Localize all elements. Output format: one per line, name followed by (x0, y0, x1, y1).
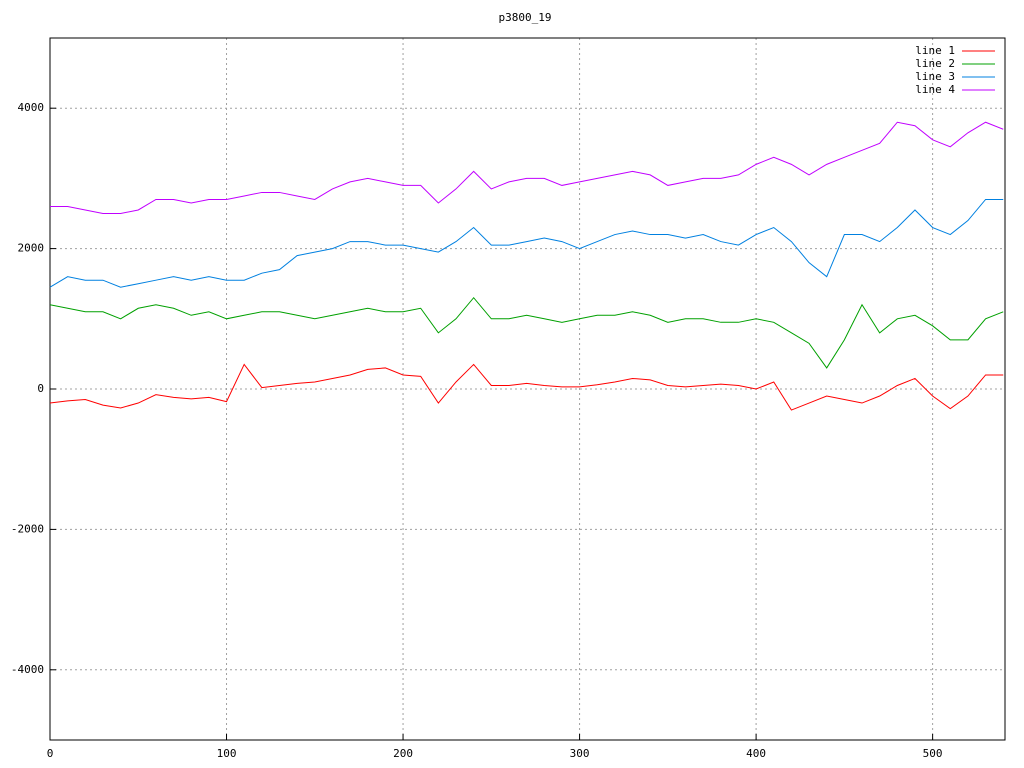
x-tick-label: 300 (570, 747, 590, 760)
x-tick-label: 400 (746, 747, 766, 760)
legend-label: line 3 (915, 70, 955, 83)
legend-label: line 1 (915, 44, 955, 57)
data-line (49, 198, 1004, 288)
legend-label: line 2 (915, 57, 955, 70)
data-line (49, 296, 1004, 369)
x-tick-label: 500 (923, 747, 943, 760)
y-tick-label: -2000 (11, 522, 44, 535)
y-tick-label: 2000 (18, 242, 45, 255)
y-tick-label: -4000 (11, 663, 44, 676)
data-line (50, 121, 1004, 214)
y-tick-label: 4000 (18, 101, 45, 114)
data-line (49, 363, 1004, 411)
x-tick-label: 100 (217, 747, 237, 760)
x-tick-label: 200 (393, 747, 413, 760)
x-tick-label: 0 (47, 747, 54, 760)
y-tick-label: 0 (37, 382, 44, 395)
chart-title: p3800_19 (499, 11, 552, 24)
legend-label: line 4 (915, 83, 955, 96)
plot-frame (49, 37, 1006, 741)
